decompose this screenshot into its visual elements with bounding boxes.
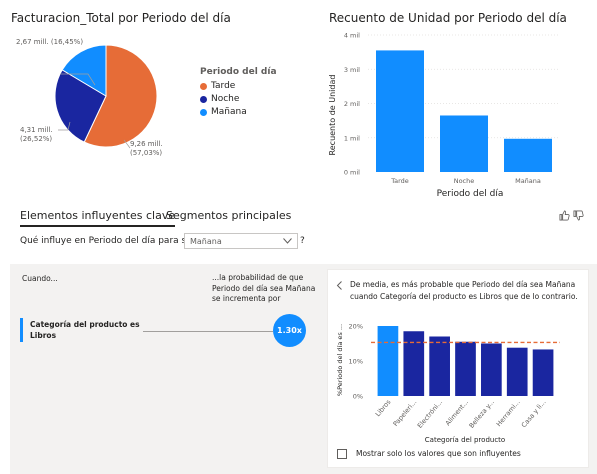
legend-item-noche[interactable]: Noche xyxy=(200,94,277,104)
pie-slice-1[interactable] xyxy=(54,69,107,143)
bar-chart-ytick-3: 3 mil xyxy=(344,66,360,74)
legend-label-manana: Mañana xyxy=(211,107,247,117)
bar-chart-title: Recuento de Unidad por Periodo del día xyxy=(329,11,567,25)
pie-legend: Periodo del día Tarde Noche Mañana xyxy=(200,67,277,117)
bar-chart-ytick-1: 1 mil xyxy=(344,134,360,142)
bar-1[interactable] xyxy=(440,115,488,172)
question-suffix: ? xyxy=(300,236,305,246)
pie-slice-2[interactable] xyxy=(61,44,107,97)
chevron-down-icon xyxy=(283,238,292,244)
pie-chart-title: Facturacion_Total por Periodo del día xyxy=(11,11,231,25)
pie-chart[interactable] xyxy=(0,30,320,180)
bar-0[interactable] xyxy=(376,50,424,172)
influencer-chart-xlabel: Categoría del producto xyxy=(425,436,505,444)
pie-label-tarde-pct: (57,03%) xyxy=(130,149,163,157)
influencer-bar-1[interactable] xyxy=(403,331,425,396)
influencer-chart-xtick-2: Electróni... xyxy=(416,398,444,430)
detail-text: De media, es más probable que Periodo de… xyxy=(350,280,578,301)
influencer-bar-chart[interactable]: 0% 10% 20% Libros Papeleri...Electróni... Al… xyxy=(330,312,588,446)
bar-chart-xtick-1: Noche xyxy=(454,177,475,185)
pie-leader-manana xyxy=(60,73,96,86)
pie-leader-noche xyxy=(58,121,71,131)
column-probability-header: ...la probabilidad de que Periodo del dí… xyxy=(212,273,316,303)
legend-title: Periodo del día xyxy=(200,67,277,77)
influencer-chart-ylabel: %Periodo del día es ... xyxy=(336,324,344,396)
question-dropdown[interactable]: Mañana xyxy=(184,233,298,249)
legend-label-tarde: Tarde xyxy=(211,81,236,91)
influencer-bar-3[interactable] xyxy=(455,341,476,396)
influencer-chart-xtick-5: Herrami... xyxy=(495,398,522,428)
bar-chart-xtick-0: Tarde xyxy=(390,177,409,185)
influencer-bar-2[interactable] xyxy=(429,336,450,397)
influencer-bar-4[interactable] xyxy=(481,343,502,397)
influencer-connector xyxy=(143,331,273,332)
influencer-chart-xtick-0: Libros xyxy=(374,398,393,419)
tab-segmentos-principales[interactable]: Segmentos principales xyxy=(166,209,292,222)
tab-elementos-influyentes[interactable]: Elementos influyentes clave xyxy=(20,209,176,227)
influencer-chart-xtick-1: Papeleri... xyxy=(391,398,418,428)
thumbs-down-icon[interactable] xyxy=(573,210,584,221)
influencer-chart-xtick-4: Belleza y... xyxy=(467,398,495,430)
influencer-bar-5[interactable] xyxy=(506,347,528,396)
influencer-chart-ytick-2: 20% xyxy=(349,323,363,331)
bar-chart-xlabel: Periodo del día xyxy=(437,189,504,199)
legend-dot-tarde xyxy=(200,82,207,90)
legend-item-tarde[interactable]: Tarde xyxy=(200,81,277,91)
pie-label-noche-value: 4,31 mill. xyxy=(20,126,53,134)
checkbox-label: Mostrar solo los valores que son influye… xyxy=(356,449,521,458)
column-when-header: Cuando... xyxy=(22,274,58,283)
pie-label-manana: 2,67 mill. (16,45%) xyxy=(16,38,84,46)
back-arrow-icon[interactable] xyxy=(336,281,343,290)
influencer-chart-ytick-0: 0% xyxy=(353,393,363,401)
pie-slice-0[interactable] xyxy=(83,44,158,148)
influencer-bar-6[interactable] xyxy=(532,349,554,396)
bar-chart-ytick-4: 4 mil xyxy=(344,32,360,40)
bar-chart-xtick-2: Mañana xyxy=(515,177,541,185)
question-dropdown-value: Mañana xyxy=(190,236,222,246)
pie-label-noche-pct: (26,52%) xyxy=(20,135,53,143)
influential-only-checkbox[interactable] xyxy=(337,449,347,459)
question-text: Qué influye en Periodo del día para ser xyxy=(20,236,196,246)
influencer-label[interactable]: Categoría del producto es Libros xyxy=(30,320,140,340)
influencer-bar-0[interactable] xyxy=(377,326,399,396)
influencer-chart-xtick-3: Aliment... xyxy=(444,398,470,427)
bar-chart-ylabel: Recuento de Unidad xyxy=(328,75,337,156)
influencer-chart-ytick-1: 10% xyxy=(349,358,363,366)
legend-dot-noche xyxy=(200,95,207,103)
bar-chart-ytick-2: 2 mil xyxy=(344,100,360,108)
legend-item-manana[interactable]: Mañana xyxy=(200,107,277,117)
thumbs-up-icon[interactable] xyxy=(559,210,570,221)
influencer-value-bubble[interactable]: 1.30x xyxy=(273,314,306,347)
legend-dot-manana xyxy=(200,108,207,116)
bar-2[interactable] xyxy=(504,138,552,172)
bar-chart[interactable]: 0 mil 1 mil 2 mil 3 mil 4 mil Tarde Noche Maña… xyxy=(320,25,597,205)
pie-label-tarde-value: 9,26 mill. xyxy=(130,140,163,148)
bar-chart-ytick-0: 0 mil xyxy=(344,169,360,177)
legend-label-noche: Noche xyxy=(211,94,240,104)
influencer-selected-bar xyxy=(20,318,23,342)
influencer-value: 1.30x xyxy=(277,326,302,335)
influencer-chart-xtick-6: Casa y li... xyxy=(520,398,548,429)
pie-leader-tarde xyxy=(123,139,131,149)
